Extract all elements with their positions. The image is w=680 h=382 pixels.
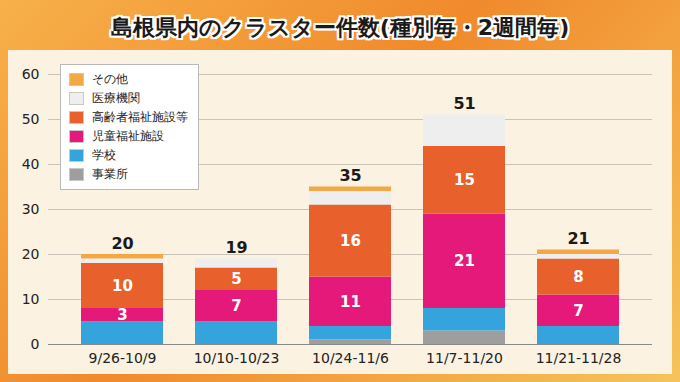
html-text:島根県内のクラスター件数(種別毎・2週間毎): 島根県内のクラスター件数(種別毎・2週間毎)	[110, 15, 570, 40]
svg-text:10: 10	[112, 277, 133, 295]
svg-text:20: 20	[111, 234, 133, 253]
html-text:児童福祉施設: 児童福祉施設	[92, 129, 164, 143]
html-text:事業所: 事業所	[92, 167, 128, 181]
svg-text:20: 20	[22, 246, 40, 262]
svg-text:10/10-10/23: 10/10-10/23	[194, 350, 280, 366]
svg-text:10/24-11/6: 10/24-11/6	[312, 350, 389, 366]
svg-text:11/7-11/20: 11/7-11/20	[426, 350, 503, 366]
svg-text:3: 3	[117, 306, 127, 324]
svg-text:30: 30	[22, 201, 40, 217]
svg-text:35: 35	[339, 166, 361, 185]
svg-text:21: 21	[454, 252, 475, 270]
svg-text:7: 7	[231, 297, 241, 315]
html-text:高齢者福祉施設等: 高齢者福祉施設等	[92, 110, 188, 124]
svg-text:8: 8	[573, 268, 583, 286]
svg-text:60: 60	[22, 66, 40, 82]
svg-text:21: 21	[567, 229, 589, 248]
svg-text:7: 7	[573, 302, 583, 320]
svg-text:5: 5	[231, 270, 241, 288]
svg-text:19: 19	[225, 238, 247, 257]
svg-text:50: 50	[22, 111, 40, 127]
svg-text:15: 15	[454, 171, 475, 189]
svg-text:16: 16	[340, 232, 361, 250]
svg-text:10: 10	[22, 291, 40, 307]
html-text:学校: 学校	[92, 148, 116, 162]
svg-text:51: 51	[453, 94, 475, 113]
svg-text:9/26-10/9: 9/26-10/9	[89, 350, 157, 366]
svg-text:0: 0	[31, 336, 40, 352]
svg-text:40: 40	[22, 156, 40, 172]
svg-text:11/21-11/28: 11/21-11/28	[536, 350, 622, 366]
svg-text:11: 11	[340, 293, 361, 311]
html-text:その他: その他	[92, 72, 128, 86]
html-text:医療機関: 医療機関	[92, 91, 140, 105]
